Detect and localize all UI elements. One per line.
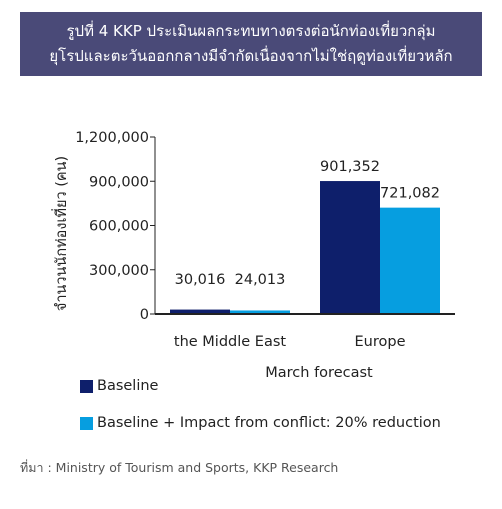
data-label: 721,082 <box>380 186 440 202</box>
source-note: ที่มา : Ministry of Tourism and Sports, … <box>20 460 339 475</box>
bar <box>230 310 290 314</box>
y-tick-label: 0 <box>140 307 149 323</box>
data-label: 24,013 <box>235 272 286 288</box>
legend-label-baseline: Baseline <box>97 378 159 394</box>
chart-title-line2: ยุโรปและตะวันออกกลางมีจำกัดเนื่องจากไม่ใ… <box>49 47 453 65</box>
x-category-label: Europe <box>355 334 406 350</box>
legend-swatch-impact <box>80 416 93 430</box>
x-category-label: the Middle East <box>174 334 287 350</box>
y-tick-label: 600,000 <box>89 219 149 235</box>
legend-item-baseline: Baseline <box>80 378 158 394</box>
y-tick-label: 900,000 <box>89 174 149 190</box>
bar <box>170 309 230 314</box>
y-tick-label: 1,200,000 <box>75 130 149 146</box>
x-axis-title: March forecast <box>265 365 373 381</box>
bar <box>380 207 440 314</box>
data-label: 901,352 <box>320 159 380 175</box>
y-tick-label: 300,000 <box>89 263 149 279</box>
legend-swatch-baseline <box>80 379 93 393</box>
legend-label-impact: Baseline + Impact from conflict: 20% red… <box>97 415 441 431</box>
chart-title-line1: รูปที่ 4 KKP ประเมินผลกระทบทางตรงต่อนักท… <box>66 22 436 40</box>
legend-item-impact: Baseline + Impact from conflict: 20% red… <box>80 415 441 431</box>
y-axis-title: จำนวนนักท่องเที่ยว (คน) <box>51 156 70 311</box>
data-label: 30,016 <box>175 272 226 288</box>
chart-title-box: รูปที่ 4 KKP ประเมินผลกระทบทางตรงต่อนักท… <box>20 12 482 76</box>
bar <box>320 181 380 314</box>
